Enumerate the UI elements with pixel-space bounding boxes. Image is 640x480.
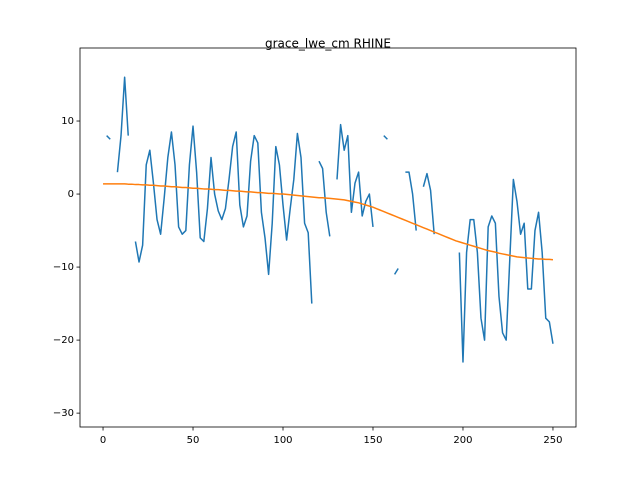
x-tick-label: 50 [187, 435, 200, 446]
y-tick-label: −30 [53, 408, 74, 419]
x-tick-label: 200 [453, 435, 472, 446]
y-tick-label: 0 [68, 189, 74, 200]
y-tick-label: 10 [61, 116, 74, 127]
y-tick-label: −20 [53, 335, 74, 346]
chart-title: grace_lwe_cm RHINE [265, 37, 391, 51]
data-line [106, 76, 554, 363]
data-line [103, 183, 554, 261]
x-tick-label: 0 [100, 435, 106, 446]
plot-frame [79, 47, 577, 428]
x-tick-label: 250 [543, 435, 562, 446]
x-tick-label: 100 [273, 435, 292, 446]
y-tick-label: −10 [53, 262, 74, 273]
x-tick-label: 150 [363, 435, 382, 446]
